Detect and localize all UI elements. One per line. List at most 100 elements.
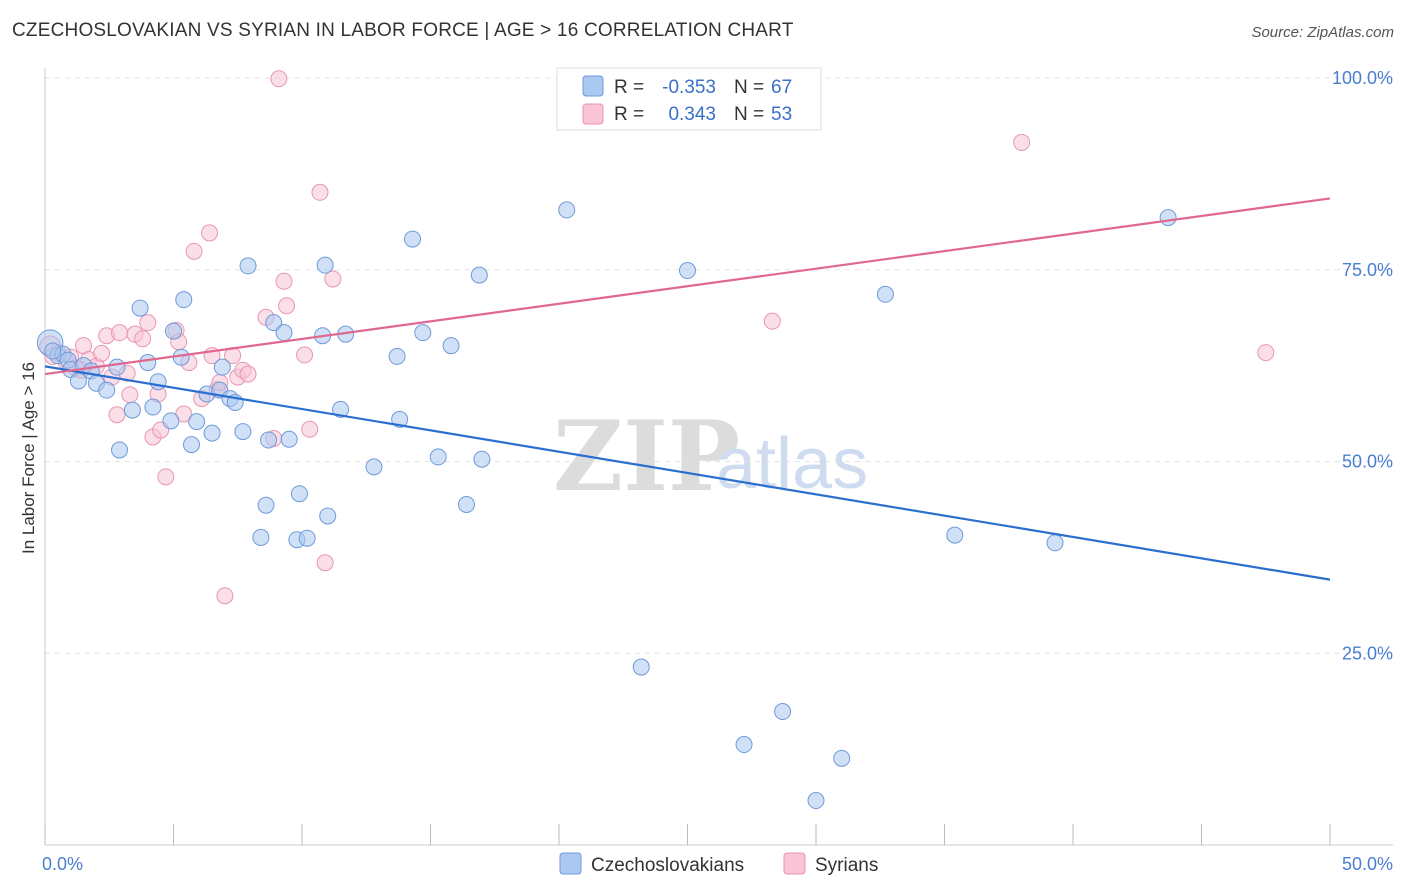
czechoslovakians-point-20 (175, 291, 193, 309)
czechoslovakians-point-24 (203, 424, 221, 442)
czechoslovakians-point-32 (257, 496, 275, 514)
syrians-point-41 (278, 297, 296, 315)
czechoslovakians-point-60 (807, 792, 825, 810)
y-tick-label-3: 100.0% (1332, 68, 1393, 88)
syrians-point-16 (134, 330, 152, 348)
syrians-point-12 (111, 324, 129, 342)
y-tick-label-1: 50.0% (1342, 452, 1393, 472)
czechoslovakians-point-16 (149, 373, 167, 391)
chart-title: CZECHOSLOVAKIAN VS SYRIAN IN LABOR FORCE… (12, 20, 794, 41)
syrians-trend-line (44, 197, 1331, 376)
czechoslovakians-point-59 (774, 703, 792, 721)
legend-r-label-blue: R = (614, 77, 644, 98)
series-legend-label-czechoslovakians: Czechoslovakians (591, 855, 744, 876)
syrians-point-48 (763, 312, 781, 330)
czechoslovakians-point-54 (473, 450, 491, 468)
czechoslovakians-point-63 (946, 526, 964, 544)
czechoslovakians-point-64 (1046, 534, 1064, 552)
syrians-point-45 (316, 554, 334, 572)
czechoslovakians-point-31 (252, 528, 270, 546)
series-legend-swatch-czechoslovakians (559, 852, 582, 875)
syrians-point-42 (296, 346, 314, 364)
syrians-point-14 (121, 386, 139, 404)
legend-swatch-blue (582, 75, 604, 97)
czechoslovakians-point-12 (123, 401, 141, 419)
czechoslovakians-point-29 (234, 423, 252, 441)
czechoslovakians-point-22 (188, 413, 206, 431)
czechoslovakians-point-14 (139, 354, 157, 372)
x-tick-labels: 0.0% 50.0% (42, 854, 1393, 874)
legend-n-value-blue: 67 (771, 77, 792, 98)
syrians-point-26 (185, 242, 203, 260)
czechoslovakians-point-46 (388, 347, 406, 365)
syrians-point-36 (239, 365, 257, 383)
czechoslovakians-point-38 (290, 485, 308, 503)
watermark-atlas: atlas (716, 424, 868, 504)
czechoslovakians-point-53 (470, 266, 488, 284)
syrians-point-39 (270, 70, 288, 88)
series-legend: Czechoslovakians Syrians (559, 852, 878, 876)
legend-n-label-pink: N = (734, 104, 764, 125)
czechoslovakians-point-41 (316, 256, 334, 274)
czechoslovakians-point-50 (429, 448, 447, 466)
legend-r-label-pink: R = (614, 104, 644, 125)
series-legend-swatch-syrians (783, 852, 806, 875)
legend-swatch-pink (582, 103, 604, 125)
czechoslovakians-point-65 (1159, 209, 1177, 227)
czechoslovakians-point-35 (275, 324, 293, 342)
correlation-legend: R = -0.353 N = 67 R = 0.343 N = 53 (556, 67, 822, 131)
legend-n-label-blue: N = (734, 77, 764, 98)
x-tick-label-1: 50.0% (1342, 854, 1393, 874)
czechoslovakians-point-33 (260, 431, 278, 449)
syrians-point-40 (275, 272, 293, 290)
czechoslovakians-point-9 (98, 381, 116, 399)
trend-lines (44, 197, 1331, 581)
syrians-point-21 (157, 468, 175, 486)
syrians-point-50 (1257, 344, 1275, 362)
czechoslovakians-point-11 (111, 441, 129, 459)
legend-n-value-pink: 53 (771, 104, 792, 125)
czechoslovakians-point-48 (404, 230, 422, 248)
czechoslovakians-point-61 (833, 749, 851, 767)
czechoslovakians-trend-line (44, 365, 1331, 581)
czechoslovakians-point-55 (558, 201, 576, 219)
syrians-point-8 (93, 344, 111, 362)
czechoslovakians-point-49 (414, 324, 432, 342)
series-legend-label-syrians: Syrians (815, 855, 878, 876)
czechoslovakians-point-30 (239, 257, 257, 275)
x-tick-label-0: 0.0% (42, 854, 83, 874)
czechoslovakians-point-15 (144, 398, 162, 416)
czechoslovakians-point-26 (213, 358, 231, 376)
legend-r-value-blue: -0.353 (662, 77, 716, 98)
czechoslovakians-point-39 (298, 529, 316, 547)
czechoslovakians-point-56 (632, 658, 650, 676)
syrians-point-44 (311, 183, 329, 201)
czechoslovakians-point-57 (679, 262, 696, 280)
czechoslovakians-point-18 (165, 322, 182, 340)
czechoslovakians-point-43 (332, 400, 350, 418)
czechoslovakians-point-52 (457, 495, 475, 513)
czechoslovakians-point-66 (44, 342, 62, 360)
y-tick-labels: 25.0% 50.0% 75.0% 100.0% (1332, 68, 1393, 663)
legend-r-value-pink: 0.343 (668, 104, 716, 125)
y-tick-label-0: 25.0% (1342, 643, 1393, 663)
y-axis-label: In Labor Force | Age > 16 (19, 362, 38, 554)
czechoslovakians-point-51 (442, 337, 460, 355)
czechoslovakians-point-13 (131, 299, 149, 317)
czechoslovakians-point-42 (319, 507, 337, 525)
czechoslovakians-point-58 (735, 736, 753, 754)
czechoslovakians-point-62 (876, 285, 894, 303)
syrians-points (39, 69, 1275, 605)
chart-source: Source: ZipAtlas.com (1251, 24, 1394, 41)
czechoslovakians-point-17 (162, 412, 180, 430)
czechoslovakians-point-34 (265, 314, 283, 332)
czechoslovakians-point-47 (391, 410, 409, 428)
axes (44, 68, 1393, 846)
syrians-point-28 (200, 224, 218, 242)
syrians-point-46 (324, 270, 342, 288)
syrians-point-17 (139, 314, 157, 332)
czechoslovakians-point-36 (280, 430, 298, 448)
syrians-point-11 (108, 406, 126, 424)
syrians-point-43 (301, 420, 319, 438)
